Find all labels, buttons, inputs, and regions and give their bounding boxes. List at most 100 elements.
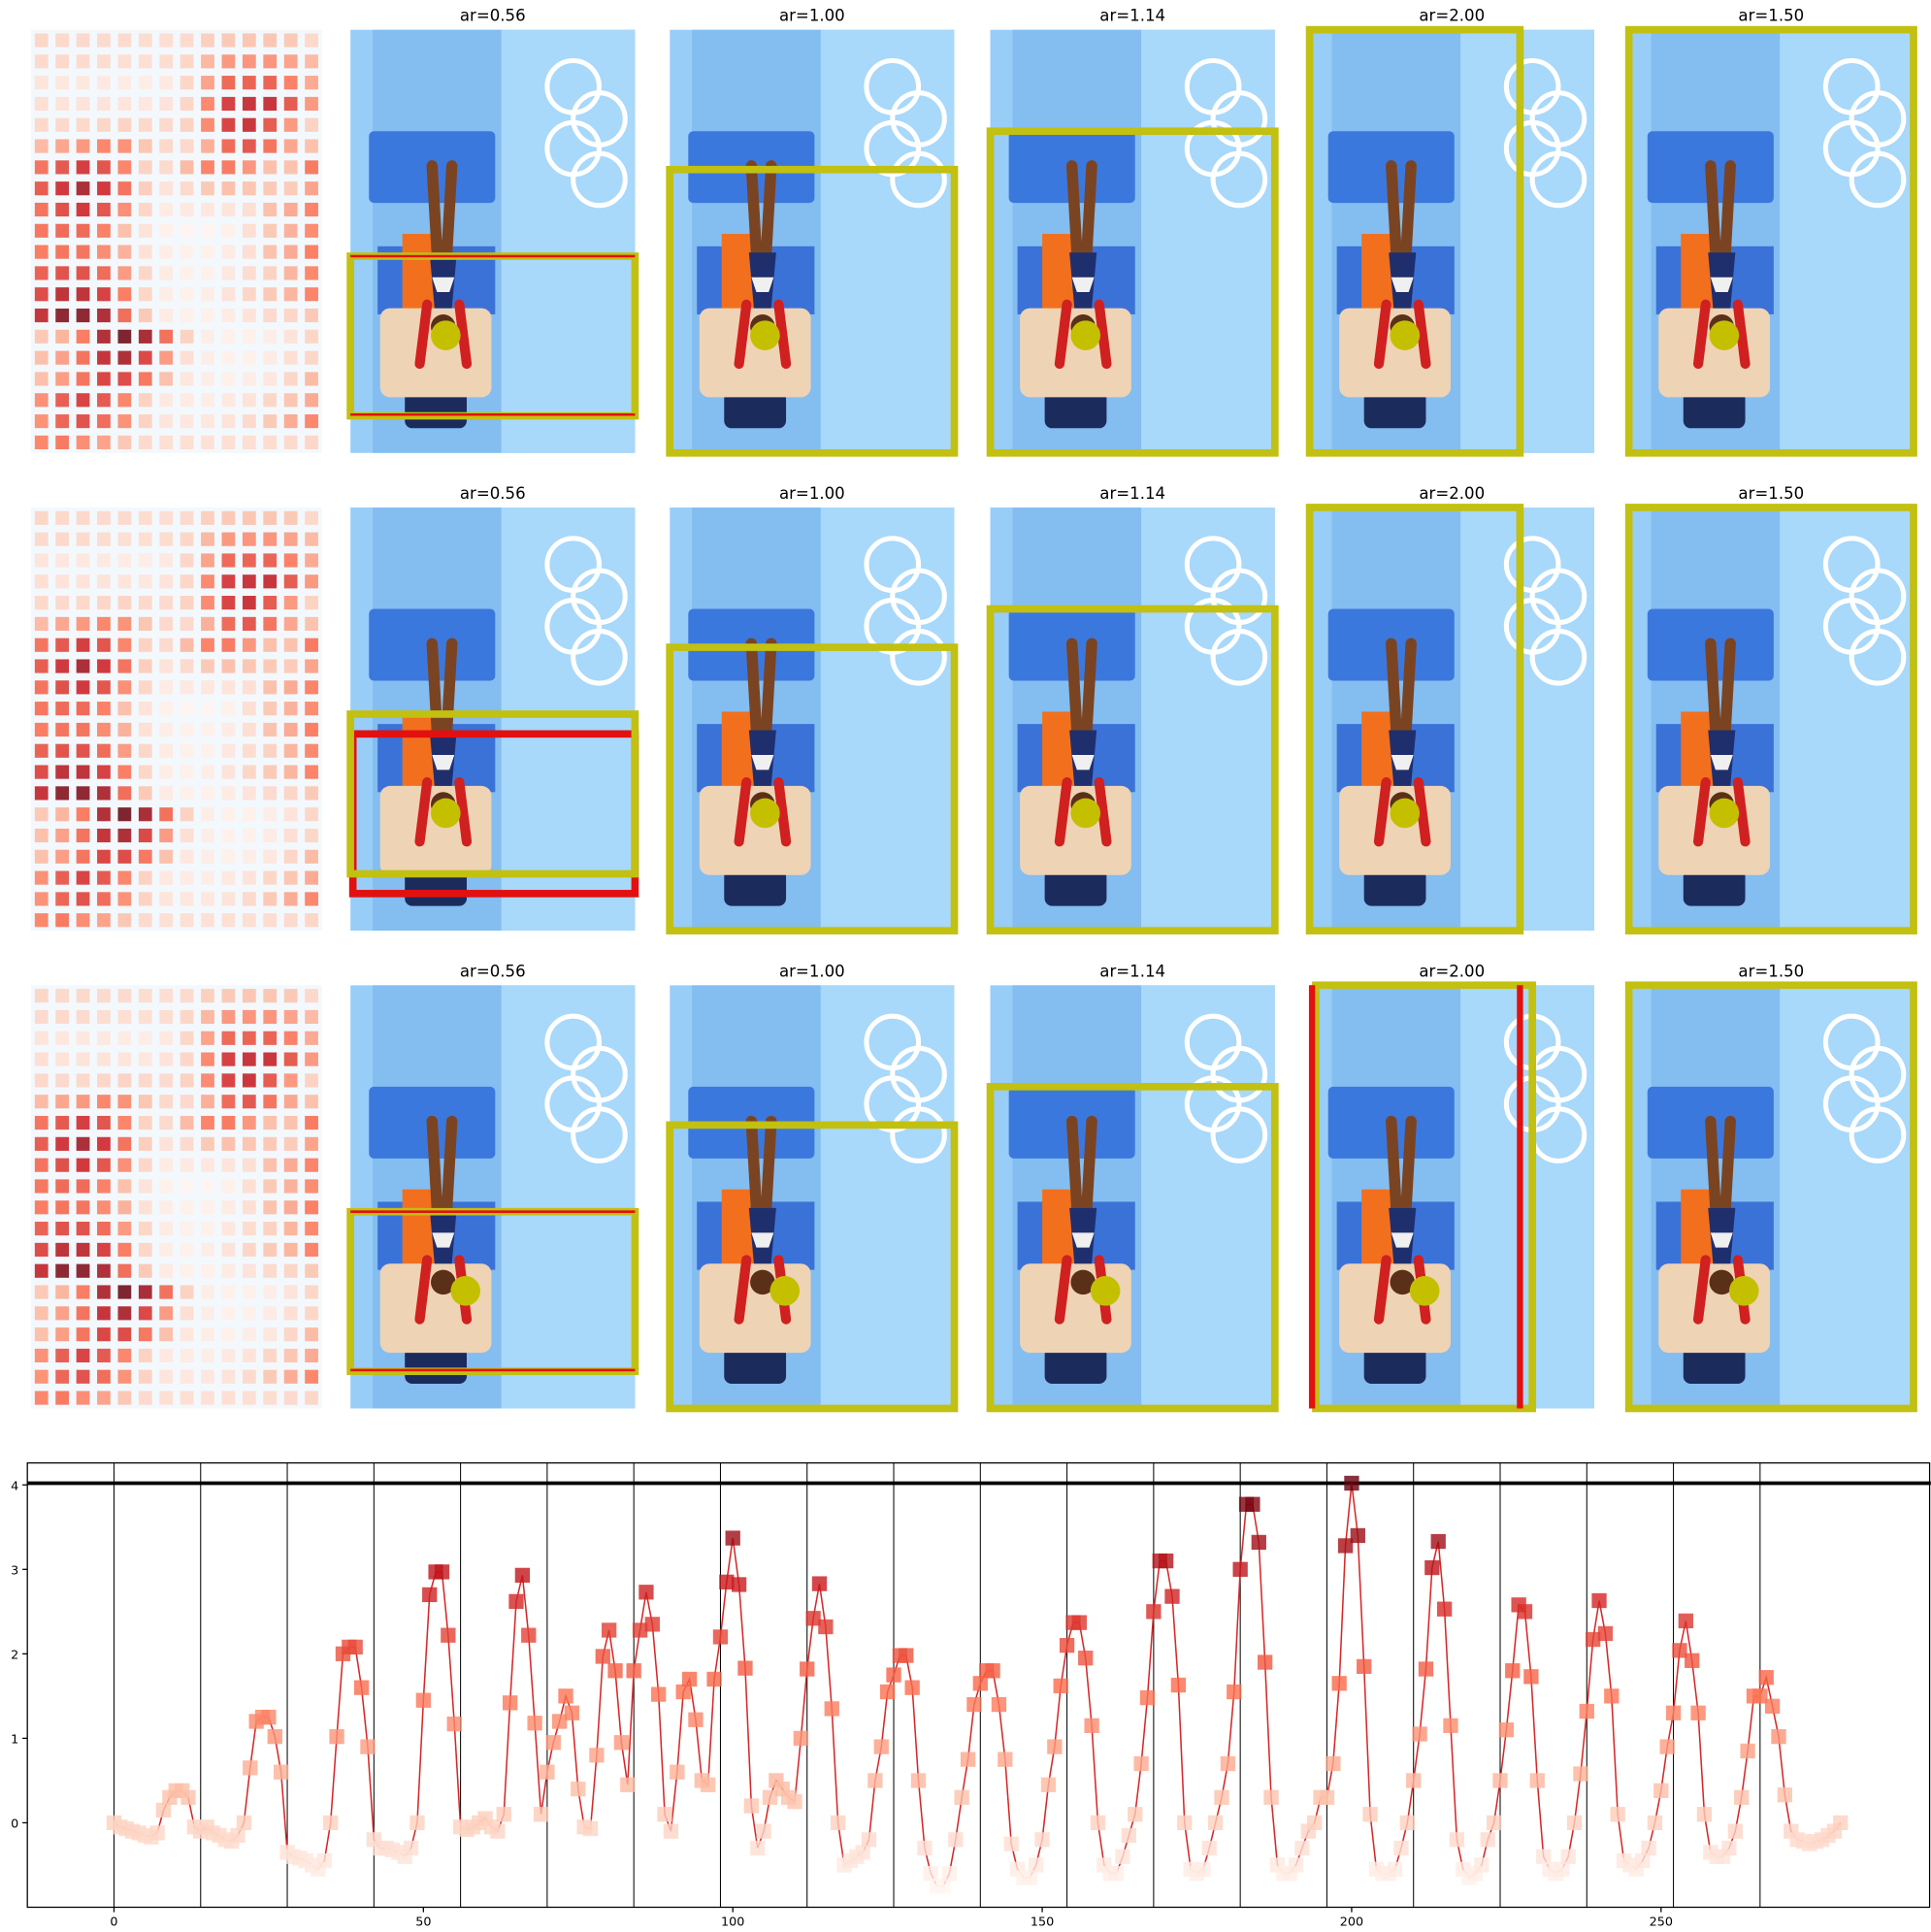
heatmap-cell xyxy=(76,1327,90,1342)
point xyxy=(1084,1718,1099,1733)
heatmap-cell xyxy=(221,702,236,716)
heatmap-cell xyxy=(76,308,90,323)
y-tick-label: 1 xyxy=(11,1732,18,1747)
heatmap-cell xyxy=(263,532,278,546)
heatmap-cell xyxy=(242,1179,256,1194)
heatmap-cell xyxy=(55,892,70,906)
heatmap-cell xyxy=(263,1052,278,1066)
heatmap-cell xyxy=(117,96,132,112)
heatmap-cell xyxy=(180,372,194,386)
heatmap-cell xyxy=(138,913,152,928)
heatmap-cell xyxy=(159,786,174,801)
heatmap-cell xyxy=(55,202,70,217)
heatmap-cell xyxy=(201,1242,214,1257)
heatmap-cell xyxy=(117,722,132,737)
heatmap-cell xyxy=(76,160,90,175)
heatmap-cell xyxy=(201,181,214,196)
heatmap-cell xyxy=(76,1369,90,1384)
point xyxy=(329,1728,344,1745)
heatmap-cell xyxy=(180,96,194,112)
panel-title: ar=2.00 xyxy=(1419,7,1485,25)
heatmap-cell xyxy=(180,828,194,843)
point xyxy=(149,1825,165,1841)
heatmap-cell xyxy=(76,287,90,302)
heatmap-cell xyxy=(55,1031,70,1045)
heatmap-cell xyxy=(97,160,111,175)
heatmap-cell xyxy=(221,870,236,885)
heatmap-cell xyxy=(159,1285,174,1299)
heatmap-cell xyxy=(55,117,70,132)
point xyxy=(1474,1857,1489,1873)
heatmap-cell xyxy=(34,574,49,589)
track-point xyxy=(1390,320,1421,350)
heatmap-cell xyxy=(263,1369,278,1384)
heatmap-cell xyxy=(221,96,236,112)
heatmap-cell xyxy=(117,913,132,928)
heatmap-cell xyxy=(305,1052,318,1066)
point xyxy=(316,1852,332,1869)
heatmap-cell xyxy=(117,160,132,175)
point xyxy=(1517,1604,1533,1620)
heatmap-cell xyxy=(201,1391,214,1405)
point xyxy=(1566,1815,1583,1831)
point xyxy=(750,1840,766,1856)
point xyxy=(1047,1739,1063,1754)
heatmap-cell xyxy=(97,287,111,302)
heatmap-cell xyxy=(263,722,278,737)
heatmap-cell xyxy=(34,743,49,758)
point xyxy=(571,1781,586,1797)
heatmap-cell xyxy=(221,680,236,695)
photo xyxy=(1310,985,1594,1408)
point xyxy=(626,1663,641,1679)
heatmap-cell xyxy=(201,765,214,779)
heatmap-cell xyxy=(76,117,90,132)
heatmap-cell xyxy=(138,202,152,217)
heatmap-cell xyxy=(283,1095,298,1109)
heatmap-cell xyxy=(55,245,70,259)
heatmap-cell xyxy=(34,1200,49,1215)
heatmap-cell xyxy=(34,532,49,546)
heatmap-cell xyxy=(76,1263,90,1278)
heatmap-cell xyxy=(76,722,90,737)
heatmap-cell xyxy=(55,596,70,610)
heatmap-cell xyxy=(305,245,318,259)
heatmap-cell xyxy=(305,1115,318,1130)
heatmap-cell xyxy=(159,596,174,610)
point xyxy=(1220,1755,1236,1772)
heatmap-cell xyxy=(263,765,278,779)
heatmap-cell xyxy=(55,414,70,429)
heatmap-cell xyxy=(201,786,214,801)
heatmap-cell xyxy=(305,659,318,673)
x-tick-label: 250 xyxy=(1650,1916,1673,1930)
photo xyxy=(670,508,954,931)
heatmap-cell xyxy=(283,1031,298,1045)
heatmap-cell xyxy=(55,989,70,1003)
heatmap-cell xyxy=(263,1391,278,1405)
heatmap-cell xyxy=(138,117,152,132)
heatmap-cell xyxy=(34,638,49,652)
point xyxy=(1294,1840,1310,1856)
point xyxy=(861,1832,877,1848)
heatmap-cell xyxy=(201,223,214,238)
heatmap-cell xyxy=(55,1285,70,1299)
heatmap-cell xyxy=(221,807,236,822)
heatmap-cell xyxy=(34,1052,49,1066)
heatmap-cell xyxy=(76,553,90,568)
heatmap-cell xyxy=(34,722,49,737)
point xyxy=(1505,1663,1521,1679)
heatmap-cell xyxy=(263,659,278,673)
heatmap-cell xyxy=(242,1285,256,1299)
heatmap-cell xyxy=(34,1327,49,1342)
point xyxy=(1653,1783,1669,1799)
heatmap-cell xyxy=(263,160,278,175)
heatmap-cell xyxy=(97,1095,111,1109)
heatmap-cell xyxy=(221,1179,236,1194)
heatmap-cell xyxy=(221,350,236,365)
heatmap-cell xyxy=(221,1009,236,1025)
heatmap-cell xyxy=(242,574,256,589)
point xyxy=(1672,1643,1687,1658)
point xyxy=(1288,1857,1304,1873)
point xyxy=(1022,1870,1037,1885)
track-point xyxy=(430,798,461,829)
